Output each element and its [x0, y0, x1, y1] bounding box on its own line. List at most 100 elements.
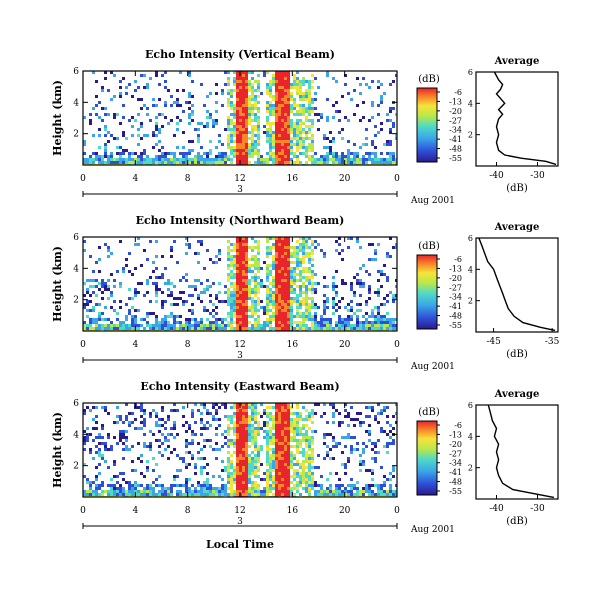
day-label: 3: [237, 517, 243, 527]
x-tick-label: 20: [339, 174, 351, 184]
colorbar-tick-label: -55: [449, 487, 462, 496]
x-tick-label: 12: [234, 174, 245, 184]
profile-frame: [475, 237, 559, 333]
y-tick-label: 6: [73, 399, 79, 409]
x-tick-label: 0: [80, 506, 86, 516]
colorbar-tick-label: -13: [449, 430, 462, 439]
colorbar-unit: (dB): [418, 241, 440, 252]
x-tick-label: 20: [339, 506, 351, 516]
date-label-2: Aug 2001: [410, 362, 455, 372]
x-tick-label: 12: [234, 340, 245, 350]
y-tick-label: 6: [73, 67, 79, 77]
panel-eastward-beam: Echo Intensity (Eastward Beam) Height (km…: [51, 380, 559, 529]
colorbar-unit: (dB): [418, 74, 440, 85]
profile-line: [478, 237, 556, 332]
profile-line: [487, 404, 555, 499]
colorbar-tick-label: -6: [454, 88, 462, 97]
colorbar: [416, 420, 438, 496]
x-tick-label: 0: [394, 174, 400, 184]
colorbar: [416, 254, 438, 330]
profile-y-tick-label: 6: [468, 401, 473, 410]
x-tick-label: 12: [234, 506, 245, 516]
colorbar-tick-label: -34: [449, 293, 462, 302]
colorbar-tick-label: -27: [449, 449, 462, 458]
x-tick-label: 8: [185, 340, 191, 350]
day-label: 3: [237, 185, 243, 195]
panel-title: Echo Intensity (Northward Beam): [136, 214, 345, 227]
profile-x-label: (dB): [506, 349, 528, 360]
day-label: 3: [237, 351, 243, 361]
x-tick-label: 4: [132, 340, 138, 350]
date-label-1: Aug 2001: [410, 196, 455, 206]
profile-y-tick-label: 2: [468, 297, 473, 306]
profile-title: Average: [494, 222, 540, 233]
date-label-3: Aug 2001: [410, 525, 455, 535]
profile-title: Average: [494, 389, 540, 400]
colorbar-tick-label: -6: [454, 255, 462, 264]
colorbar-tick-label: -41: [449, 135, 462, 144]
panel-title: Echo Intensity (Eastward Beam): [140, 380, 339, 393]
profile-y-tick-label: 4: [468, 432, 473, 441]
panel-northward-beam: Echo Intensity (Northward Beam) Height (k…: [51, 214, 560, 363]
x-tick-label: 0: [394, 340, 400, 350]
y-tick-label: 4: [73, 98, 79, 108]
profile-y-tick-label: 2: [468, 464, 473, 473]
colorbar-tick-label: -48: [449, 478, 462, 487]
panel-vertical-beam: Echo Intensity (Vertical Beam) Height (km…: [51, 48, 559, 197]
profile-frame: [475, 404, 559, 500]
y-tick-label: 2: [73, 462, 79, 472]
profile-y-tick-label: 6: [468, 68, 473, 77]
y-axis-label: Height (km): [51, 246, 64, 322]
y-tick-label: 4: [73, 430, 79, 440]
colorbar-tick-label: -13: [449, 264, 462, 273]
colorbar-tick-label: -41: [449, 468, 462, 477]
profile-x-label: (dB): [506, 183, 528, 194]
y-tick-label: 4: [73, 264, 79, 274]
x-tick-label: 0: [80, 340, 86, 350]
profile-x-tick-label: -30: [530, 171, 545, 181]
x-tick-label: 4: [132, 174, 138, 184]
colorbar-tick-label: -6: [454, 421, 462, 430]
colorbar-tick-label: -34: [449, 459, 462, 468]
colorbar-tick-label: -20: [449, 440, 462, 449]
x-tick-label: 8: [185, 174, 191, 184]
y-tick-label: 2: [73, 296, 79, 306]
y-tick-label: 2: [73, 130, 79, 140]
profile-y-tick-label: 2: [468, 131, 473, 140]
colorbar-tick-label: -55: [449, 321, 462, 330]
x-axis-label: Local Time: [206, 538, 274, 551]
colorbar-tick-label: -34: [449, 126, 462, 135]
y-axis-label: Height (km): [51, 80, 64, 156]
colorbar: [416, 87, 438, 163]
profile-frame: [475, 71, 559, 167]
heatmap-cells: [83, 71, 397, 165]
profile-x-tick-label: -45: [486, 337, 501, 347]
x-tick-label: 0: [394, 506, 400, 516]
colorbar-tick-label: -41: [449, 302, 462, 311]
profile-line: [493, 71, 557, 166]
profile-x-tick-label: -40: [489, 504, 504, 514]
x-tick-label: 8: [185, 506, 191, 516]
colorbar-tick-label: -27: [449, 116, 462, 125]
profile-x-tick-label: -30: [530, 504, 545, 514]
profile-x-tick-label: -40: [489, 171, 504, 181]
colorbar-tick-label: -13: [449, 97, 462, 106]
colorbar-unit: (dB): [418, 407, 440, 418]
colorbar-tick-label: -27: [449, 283, 462, 292]
x-tick-label: 0: [80, 174, 86, 184]
y-axis-label: Height (km): [51, 412, 64, 488]
profile-y-tick-label: 4: [468, 265, 473, 274]
heatmap-cells: [83, 237, 397, 331]
x-tick-label: 4: [132, 506, 138, 516]
profile-y-tick-label: 4: [468, 99, 473, 108]
panel-title: Echo Intensity (Vertical Beam): [145, 48, 335, 61]
colorbar-tick-label: -48: [449, 312, 462, 321]
profile-x-label: (dB): [506, 516, 528, 527]
colorbar-tick-label: -20: [449, 274, 462, 283]
profile-y-tick-label: 6: [468, 234, 473, 243]
x-tick-label: 16: [287, 174, 299, 184]
profile-x-tick-label: -35: [545, 337, 560, 347]
x-tick-label: 16: [287, 340, 299, 350]
colorbar-tick-label: -20: [449, 107, 462, 116]
